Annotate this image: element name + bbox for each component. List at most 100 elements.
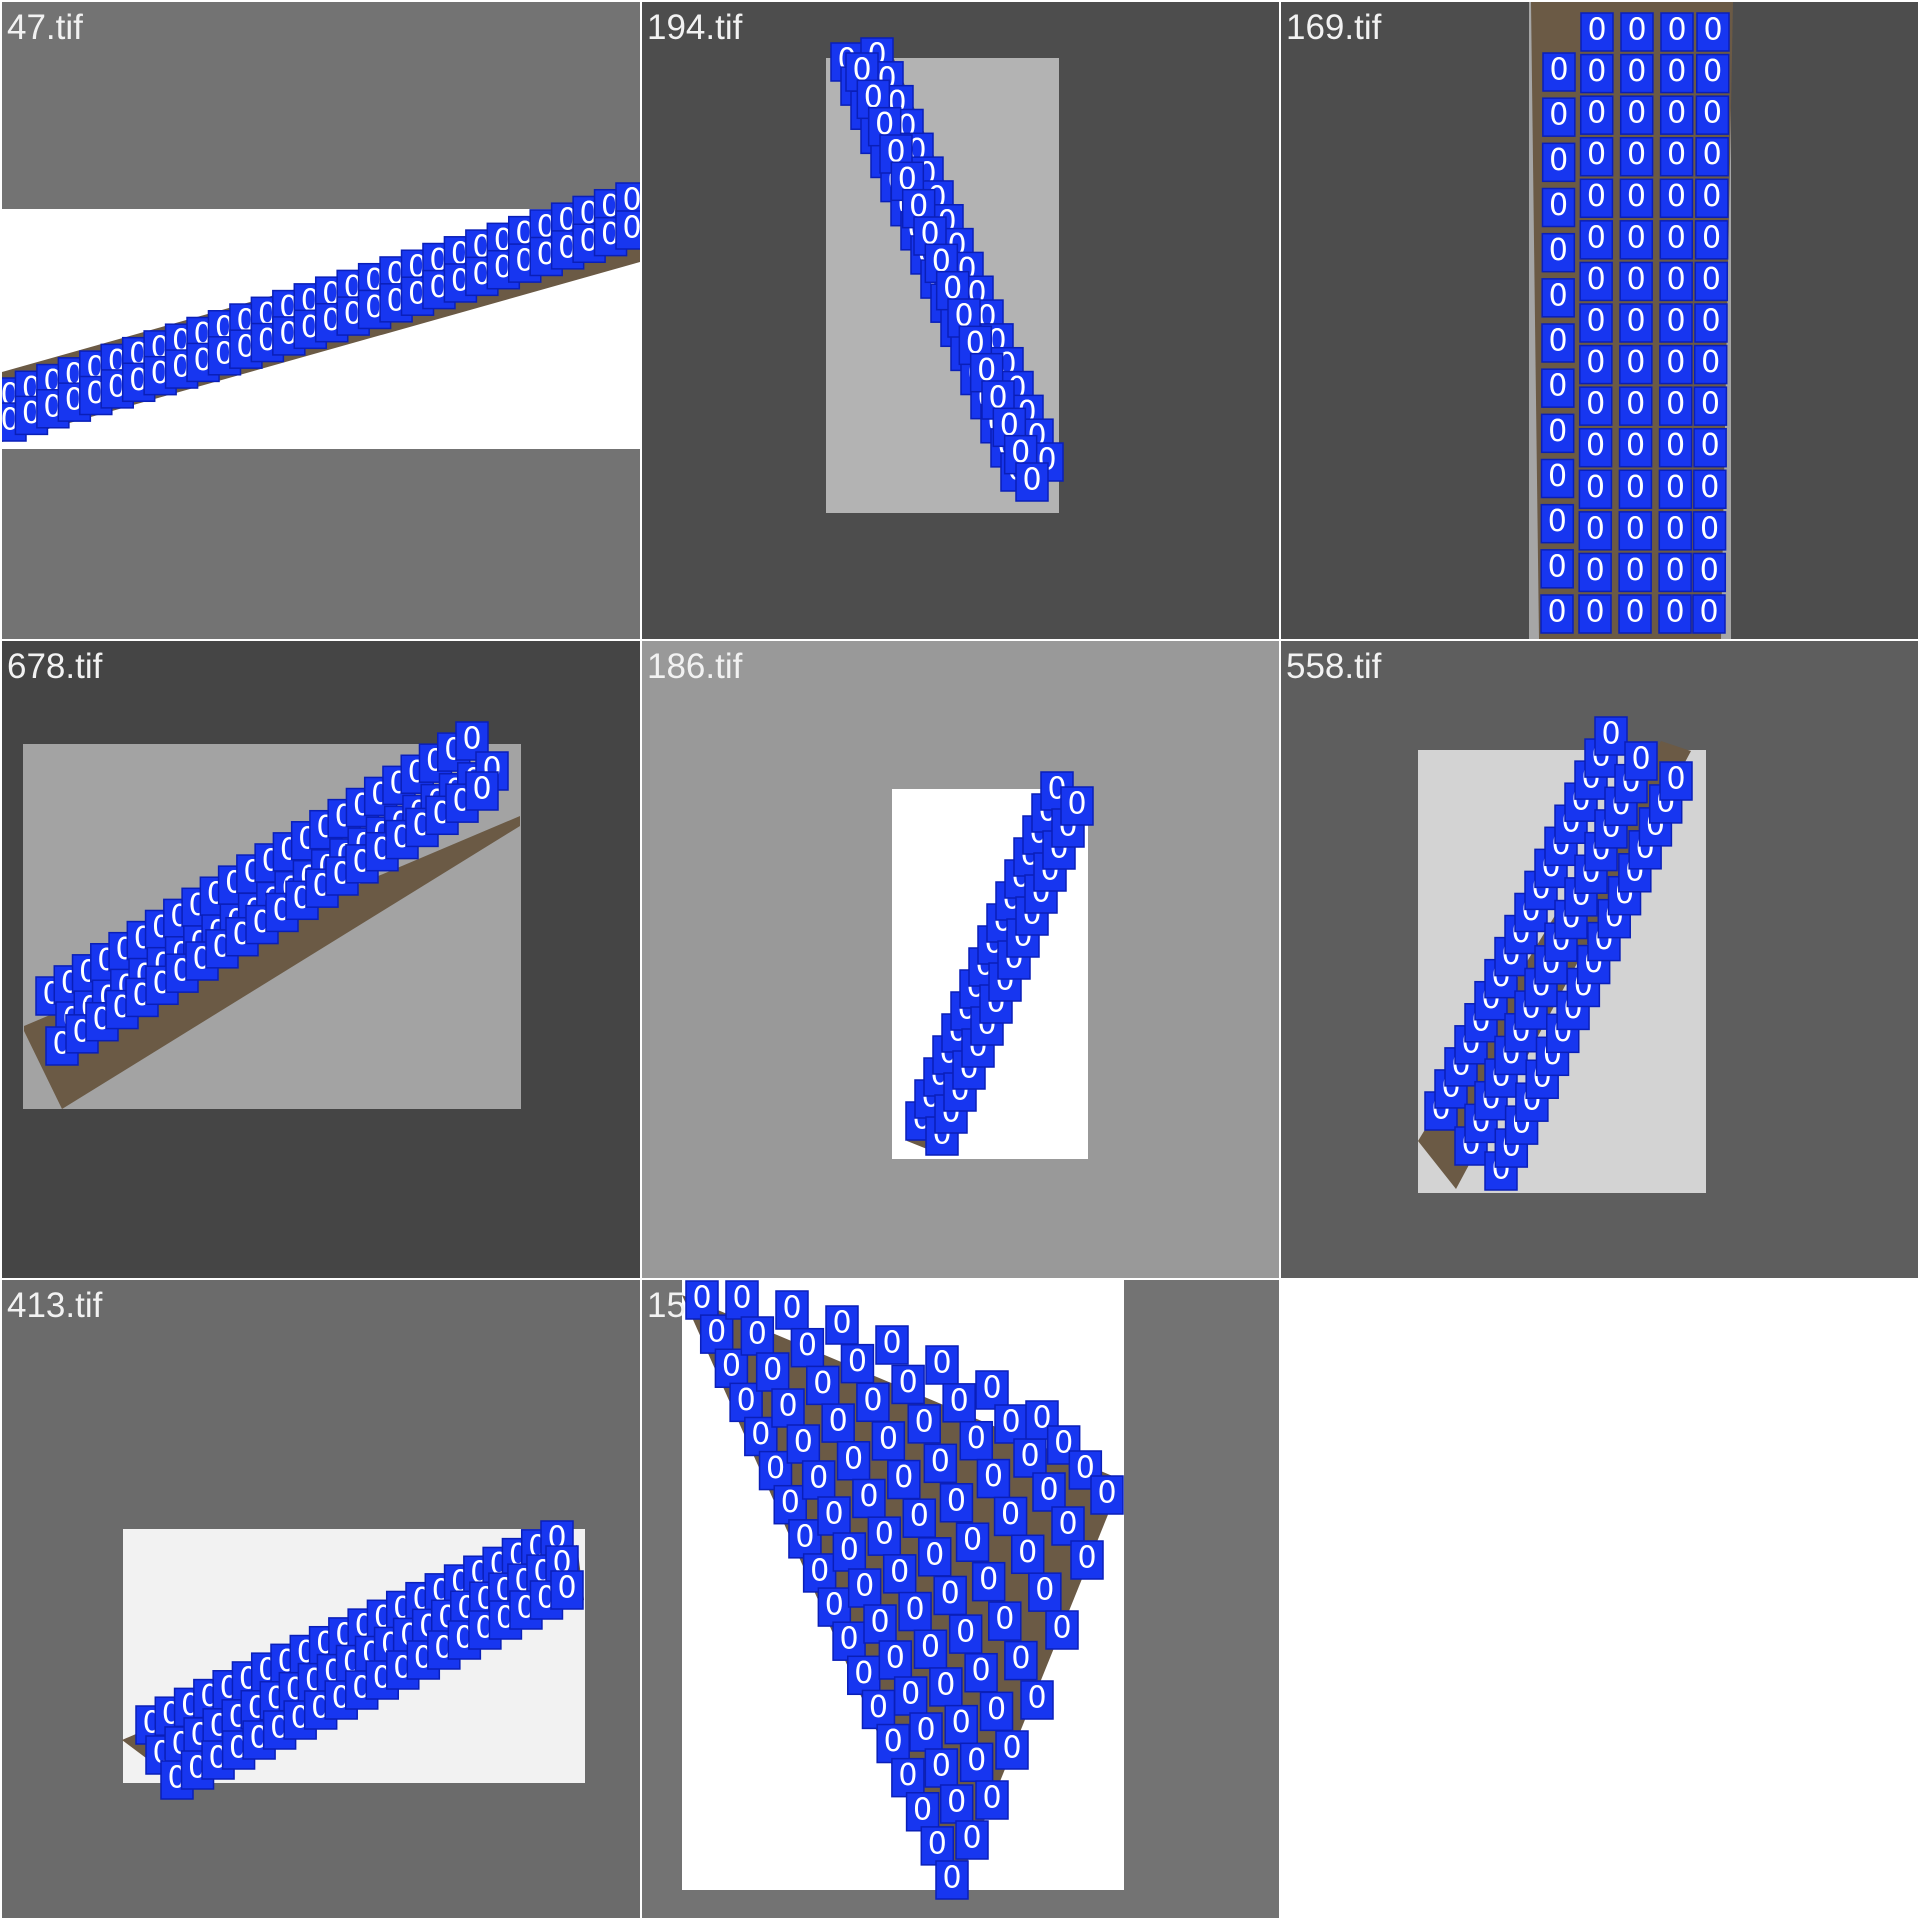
detection-class-label: 0: [1667, 179, 1686, 214]
detection-class-label: 0: [1549, 188, 1568, 223]
detection-class-label: 0: [928, 1826, 947, 1861]
detection-class-label: 0: [1032, 1401, 1051, 1436]
detection-box: 0: [465, 771, 499, 811]
detection-box: 0: [1659, 761, 1693, 801]
detection-class-label: 0: [1666, 511, 1685, 546]
detection-box-rect: [1542, 97, 1576, 137]
detection-box-rect: [1578, 427, 1613, 468]
detection-box-rect: [1618, 469, 1653, 510]
detection-class-label: 0: [864, 80, 883, 115]
detection-box: 0: [975, 1370, 1009, 1410]
detection-box-rect: [465, 771, 499, 811]
detection-class-label: 0: [557, 1571, 576, 1606]
detection-class-label: 0: [1549, 233, 1568, 268]
detection-box-rect: [1659, 178, 1694, 219]
detection-box: 0: [817, 1496, 851, 1536]
detection-class-label: 0: [1548, 414, 1567, 449]
detection-class-label: 0: [1699, 595, 1718, 630]
detection-class-label: 0: [988, 381, 1007, 416]
detection-box-rect: [1619, 136, 1654, 177]
detection-class-label: 0: [1667, 54, 1686, 89]
detection-class-label: 0: [1587, 220, 1606, 255]
detection-class-label: 0: [751, 1417, 770, 1452]
detection-box-rect: [975, 1780, 1009, 1820]
detection-class-label: 0: [1548, 459, 1567, 494]
detection-box: 0: [1659, 95, 1694, 135]
detection-class-label: 0: [1601, 717, 1620, 752]
detection-class-label: 0: [1666, 428, 1685, 463]
detection-box: 0: [1659, 303, 1693, 343]
detection-box-rect: [1695, 136, 1729, 177]
detection-box-rect: [1060, 786, 1094, 826]
tile-194-tif[interactable]: 194.tif 00000000000000000000000000000000…: [642, 2, 1279, 639]
detection-class-label: 0: [1626, 428, 1645, 463]
detection-box: 0: [995, 1730, 1029, 1770]
detection-box-rect: [1618, 552, 1652, 593]
detection-class-label: 0: [1702, 262, 1721, 297]
detection-box-rect: [875, 1325, 909, 1365]
detection-class-label: 0: [832, 1306, 851, 1341]
detection-box-rect: [1578, 552, 1612, 593]
detection-box-rect: [1444, 1047, 1478, 1087]
detection-box-rect: [1658, 594, 1692, 634]
detection-box-rect: [1695, 178, 1729, 219]
detection-class-label: 0: [1627, 179, 1646, 214]
detection-box: 0: [729, 1382, 763, 1423]
detection-box: 0: [1028, 1572, 1062, 1612]
detection-class-label: 0: [956, 1615, 975, 1650]
detection-class-label: 0: [1548, 549, 1567, 584]
detection-box: 0: [1578, 594, 1612, 634]
detection-box: 0: [847, 1655, 881, 1696]
detection-box-rect: [615, 210, 640, 250]
detection-class-label: 0: [855, 1569, 874, 1604]
detection-class-label: 0: [1052, 1611, 1071, 1646]
detection-box: 0: [821, 1403, 855, 1443]
detection-box-rect: [836, 1441, 871, 1481]
detection-box: 0: [1659, 261, 1693, 302]
detection-box: 0: [1693, 427, 1727, 468]
detection-box-rect: [856, 1382, 890, 1423]
detection-class-label: 0: [950, 1383, 969, 1418]
detection-box: 0: [1693, 344, 1728, 385]
detection-box: 0: [1694, 220, 1729, 260]
detection-class-label: 0: [1067, 787, 1086, 822]
detection-box: 0: [1051, 1506, 1085, 1546]
detection-box: 0: [1619, 220, 1654, 260]
detection-box-rect: [1695, 53, 1730, 94]
detection-box: 0: [964, 1652, 998, 1693]
detection-box: 0: [806, 1365, 840, 1406]
detection-box: 0: [847, 1568, 882, 1608]
detection-box-rect: [1594, 716, 1628, 756]
detection-class-label: 0: [766, 1451, 785, 1486]
detection-box: 0: [1579, 95, 1614, 135]
detection-box: 0: [1658, 386, 1693, 426]
detection-box-rect: [1658, 427, 1693, 468]
detection-class-label: 0: [915, 1404, 934, 1439]
detection-box-rect: [1659, 95, 1694, 135]
detection-box: 0: [1692, 511, 1727, 551]
detection-box-rect: [832, 1532, 867, 1572]
detection-box: 0: [1013, 1438, 1047, 1478]
detection-box: 0: [1579, 344, 1613, 385]
detection-class-label: 0: [763, 1353, 782, 1388]
detection-box: 0: [939, 1483, 974, 1523]
detection-class-label: 0: [794, 1425, 813, 1460]
detection-box: 0: [1695, 178, 1729, 219]
detection-class-label: 0: [1587, 262, 1606, 297]
detection-box-rect: [1658, 552, 1692, 593]
detection-box-rect: [1659, 220, 1694, 260]
detection-box: 0: [773, 1484, 807, 1525]
detection-class-label: 0: [1665, 595, 1684, 630]
detection-box: 0: [944, 1704, 978, 1745]
detection-class-label: 0: [1011, 435, 1030, 470]
detection-class-label: 0: [920, 217, 939, 252]
detection-class-label: 0: [1626, 553, 1645, 588]
